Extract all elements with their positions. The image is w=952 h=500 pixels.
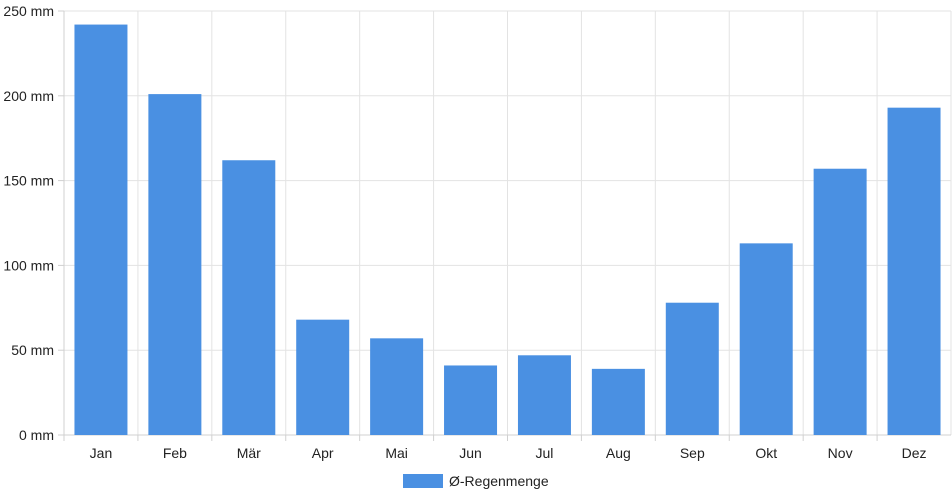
bar[interactable] [444, 365, 498, 435]
x-tick-label: Apr [312, 445, 334, 461]
bar[interactable] [517, 355, 571, 435]
bar[interactable] [370, 338, 424, 435]
bar[interactable] [296, 319, 350, 435]
bar[interactable] [813, 168, 867, 435]
x-axis-ticks: Jan Feb Mär Apr Mai Jun Jul Aug Sep Okt Nov Dez [63, 435, 927, 461]
x-tick-label: Nov [828, 445, 853, 461]
bar[interactable] [591, 368, 645, 435]
y-tick-label: 50 mm [11, 342, 54, 358]
y-tick-label: 250 mm [3, 3, 54, 19]
x-tick-label: Jul [536, 445, 554, 461]
legend-label: Ø-Regenmenge [449, 473, 549, 489]
y-tick-label: 100 mm [3, 257, 54, 273]
x-tick-label: Jan [90, 445, 113, 461]
y-tick-label: 0 mm [19, 427, 54, 443]
x-tick-label: Mär [237, 445, 261, 461]
x-tick-label: Okt [755, 445, 777, 461]
legend[interactable]: Ø-Regenmenge [403, 473, 549, 489]
x-tick-label: Feb [163, 445, 187, 461]
bars [74, 24, 941, 436]
y-tick-label: 200 mm [3, 88, 54, 104]
x-tick-label: Aug [606, 445, 631, 461]
bar[interactable] [148, 94, 202, 435]
y-tick-label: 150 mm [3, 173, 54, 189]
bar[interactable] [665, 302, 719, 435]
y-axis-ticks: 0 mm 50 mm 100 mm 150 mm 200 mm 250 mm [3, 3, 54, 443]
x-tick-label: Sep [680, 445, 705, 461]
bar[interactable] [887, 107, 941, 435]
legend-swatch [403, 474, 443, 488]
bar[interactable] [739, 243, 793, 435]
bar[interactable] [74, 24, 128, 436]
x-tick-label: Jun [459, 445, 482, 461]
x-tick-label: Dez [902, 445, 927, 461]
x-tick-label: Mai [385, 445, 408, 461]
bar[interactable] [222, 160, 276, 436]
